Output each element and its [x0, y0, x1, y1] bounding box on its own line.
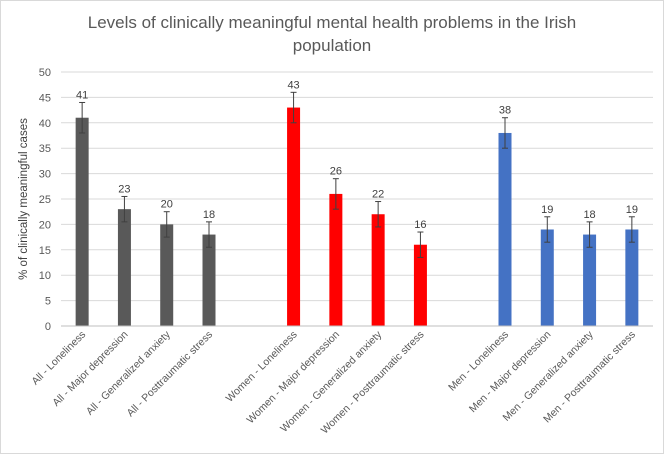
bar	[413, 244, 427, 326]
chart-title-line-1: Levels of clinically meaningful mental h…	[87, 13, 577, 32]
y-tick-label: 20	[39, 219, 51, 231]
data-label: 26	[330, 166, 342, 178]
bar	[287, 107, 301, 326]
bar	[540, 229, 554, 326]
data-label: 43	[287, 79, 299, 91]
bar	[117, 209, 131, 326]
data-label: 16	[414, 219, 426, 231]
chart-title-line-2: population	[292, 36, 372, 55]
y-tick-label: 25	[39, 194, 51, 206]
y-axis-title: % of clinically meaningful cases	[18, 118, 30, 280]
data-label: 20	[161, 199, 173, 211]
y-tick-label: 15	[39, 245, 51, 257]
category-label: All - Generalized anxiety	[84, 328, 173, 417]
bar	[202, 234, 216, 326]
bar	[329, 193, 343, 326]
data-label: 38	[499, 105, 511, 117]
category-label: All - Major depression	[50, 329, 130, 409]
bar	[583, 234, 597, 326]
y-tick-label: 45	[39, 92, 51, 104]
bar	[498, 132, 512, 326]
bar	[160, 224, 174, 326]
data-label: 23	[118, 183, 130, 195]
chart-title: Levels of clinically meaningful mental h…	[1, 11, 663, 57]
category-label: Men - Major depression	[467, 329, 554, 416]
y-tick-label: 10	[39, 270, 51, 282]
y-tick-label: 0	[45, 321, 51, 333]
data-label: 41	[76, 89, 88, 101]
bar	[371, 214, 385, 326]
data-label: 18	[203, 209, 215, 221]
data-label: 19	[626, 204, 638, 216]
y-tick-label: 40	[39, 118, 51, 130]
y-tick-label: 5	[45, 296, 51, 308]
category-label: All - Posttraumatic stress	[125, 329, 216, 420]
y-tick-label: 30	[39, 169, 51, 181]
bar	[75, 117, 89, 326]
data-label: 18	[583, 209, 595, 221]
y-tick-label: 50	[39, 67, 51, 79]
data-label: 19	[541, 204, 553, 216]
data-label: 22	[372, 189, 384, 201]
y-tick-label: 35	[39, 143, 51, 155]
bar	[625, 229, 639, 326]
category-label: Women - Loneliness	[224, 329, 300, 405]
